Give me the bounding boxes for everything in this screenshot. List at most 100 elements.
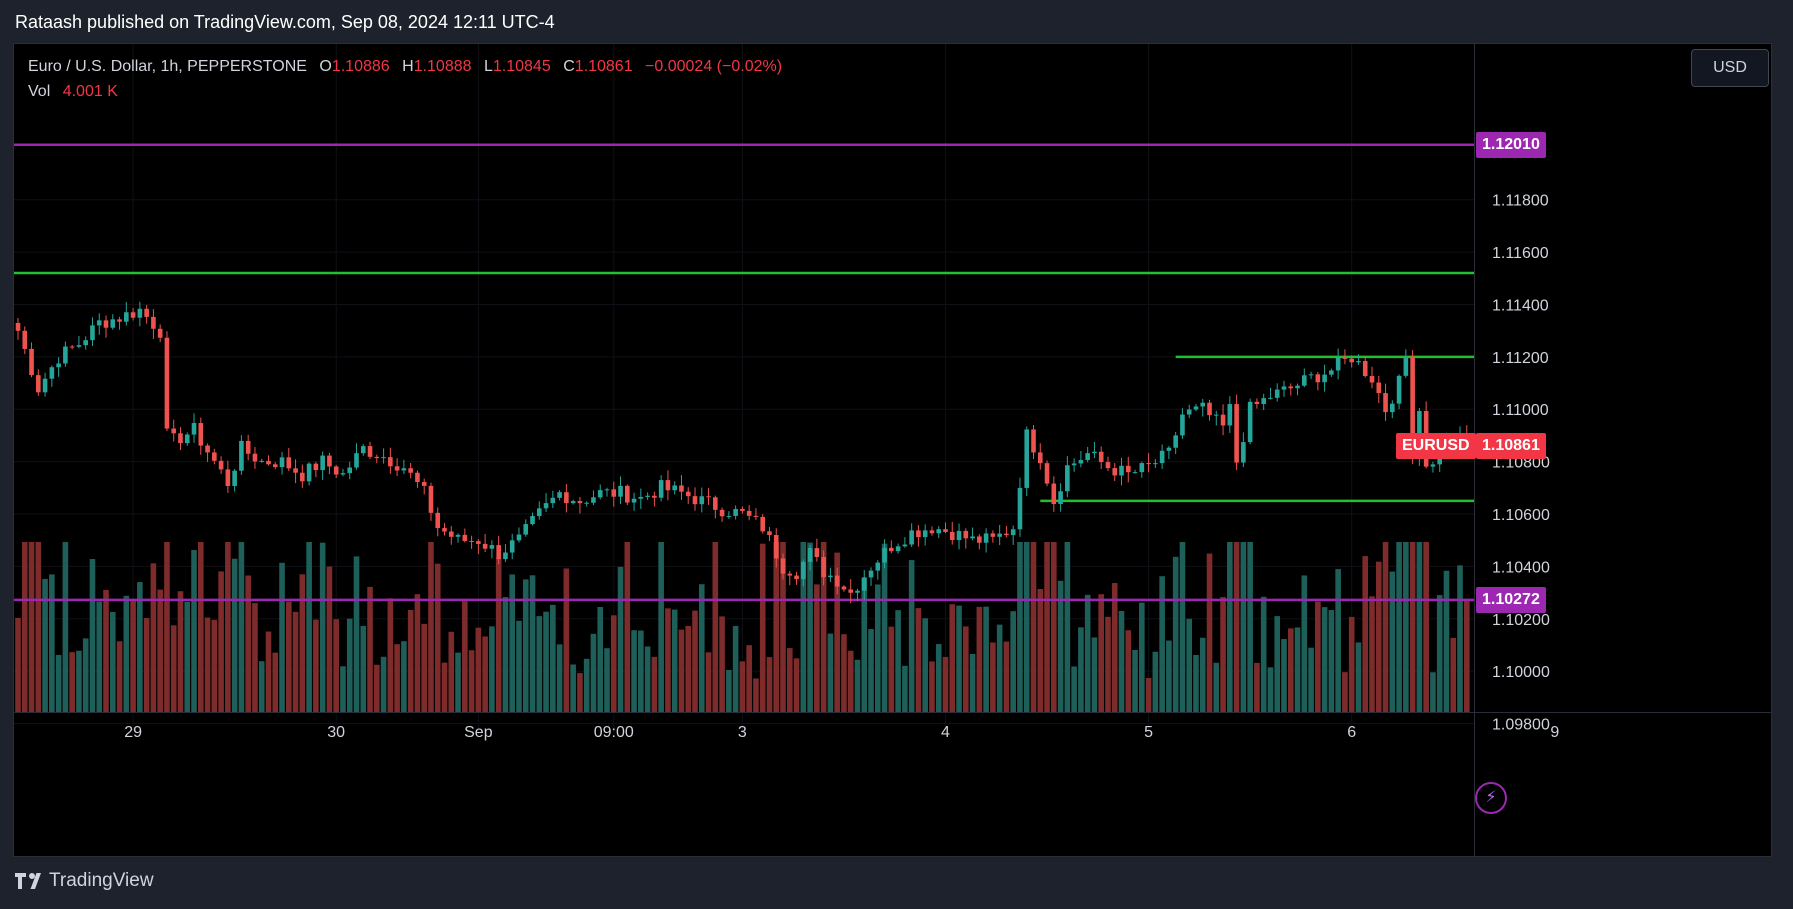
volume-bar	[617, 566, 624, 712]
volume-bar	[800, 542, 807, 712]
volume-bar	[868, 629, 874, 712]
volume-bar	[1423, 542, 1429, 712]
volume-bar	[1017, 542, 1023, 712]
candle-body	[300, 472, 305, 482]
candle-body	[564, 492, 569, 504]
candle-body	[753, 515, 759, 517]
volume-bar	[1430, 672, 1436, 712]
candle-body	[882, 547, 887, 563]
legend-low-value: 1.10845	[492, 58, 551, 75]
candle-body	[740, 508, 745, 511]
volume-bar	[550, 604, 556, 712]
volume-bar	[279, 562, 285, 712]
volume-bar	[89, 559, 96, 712]
volume-bar	[1375, 561, 1382, 712]
candle-body	[401, 468, 407, 471]
candle-body	[1085, 453, 1090, 461]
candle-body	[1017, 487, 1023, 530]
candle-body	[374, 456, 380, 459]
volume-bar	[942, 656, 949, 712]
price-axis-label: 1.10000	[1492, 664, 1550, 681]
legend-close-value: 1.10861	[574, 58, 633, 75]
candle-body	[347, 467, 353, 474]
candle-body	[611, 489, 617, 497]
candle-body	[232, 470, 237, 487]
volume-bar	[1443, 570, 1450, 712]
volume-bar	[1450, 637, 1457, 712]
volume-bar	[123, 595, 130, 712]
volume-bar	[705, 652, 712, 712]
volume-bar	[786, 648, 793, 712]
volume-bar	[963, 626, 969, 712]
candle-body	[218, 460, 224, 470]
publish-info: Rataash published on TradingView.com, Se…	[15, 12, 555, 32]
volume-bar	[15, 617, 21, 712]
volume-bar	[55, 654, 62, 712]
candle-body	[963, 530, 969, 539]
time-axis-label: 30	[327, 724, 345, 741]
volume-bar	[610, 615, 617, 712]
volume-bar	[82, 638, 89, 712]
candle-body	[69, 346, 75, 348]
volume-bar	[340, 666, 346, 712]
candle-body	[1024, 429, 1030, 488]
legend-symbol[interactable]: Euro / U.S. Dollar, 1h, PEPPERSTONE	[28, 58, 307, 75]
candle-body	[841, 586, 847, 590]
candle-body	[1078, 460, 1084, 464]
volume-bar	[1335, 569, 1341, 712]
volume-bar	[1315, 601, 1321, 712]
volume-bar	[895, 610, 901, 712]
volume-bar	[319, 542, 326, 712]
candle-body	[516, 534, 522, 541]
volume-bar	[1362, 556, 1369, 712]
legend-close-label: C	[563, 58, 575, 75]
chart-container[interactable]: 1.11800 1.11600 1.11400 1.11200 1.11000 1.108…	[13, 43, 1772, 857]
candle-body	[570, 501, 576, 504]
candle-body	[855, 590, 860, 593]
candle-body	[889, 547, 894, 552]
volume-bar	[1166, 640, 1172, 712]
volume-bar	[793, 658, 800, 712]
price-tag-level-lower: 1.10272	[1476, 586, 1546, 613]
candle-body	[360, 446, 366, 454]
price-chart[interactable]: 1.11800 1.11600 1.11400 1.11200 1.11000 1.108…	[14, 44, 1771, 856]
volume-bar	[658, 542, 664, 712]
legend-volume-label[interactable]: Vol	[28, 83, 51, 100]
candle-body	[83, 340, 88, 346]
time-axis-label: 5	[1144, 724, 1153, 741]
volume-bar	[150, 563, 157, 712]
candle-body	[259, 460, 265, 462]
lightning-icon[interactable]: ⚡	[1475, 782, 1507, 814]
candle-body	[834, 575, 840, 587]
candle-body	[997, 533, 1002, 537]
volume-bar	[976, 606, 983, 712]
volume-bar	[299, 574, 306, 712]
volume-bar	[604, 648, 610, 712]
volume-bar	[969, 653, 976, 712]
candle-body	[137, 308, 143, 318]
time-axis-label: Sep	[464, 724, 493, 741]
volume-bar	[522, 579, 529, 712]
candle-body	[895, 546, 901, 552]
candle-body	[1051, 483, 1057, 504]
volume-bar	[1389, 571, 1396, 712]
candle-body	[354, 453, 359, 468]
volume-bar	[1369, 596, 1375, 712]
candle-body	[1362, 361, 1368, 377]
tradingview-logo[interactable]: TradingView	[15, 870, 154, 892]
candle-body	[205, 445, 210, 453]
candle-body	[1322, 374, 1327, 383]
volume-bar	[1220, 597, 1226, 712]
candle-body	[767, 531, 772, 535]
legend-ohlc-line: Euro / U.S. Dollar, 1h, PEPPERSTONE O1.1…	[28, 54, 782, 79]
volume-bar	[1382, 542, 1389, 712]
volume-bar	[360, 625, 367, 712]
currency-button[interactable]: USD	[1691, 49, 1769, 87]
candle-body	[1159, 450, 1165, 464]
candle-body	[861, 577, 867, 591]
candle-body	[1193, 406, 1199, 410]
current-price-tag: 1.10861	[1476, 432, 1546, 459]
volume-bar	[583, 658, 590, 712]
candle-body	[225, 469, 231, 487]
time-axis-label: 4	[941, 724, 950, 741]
